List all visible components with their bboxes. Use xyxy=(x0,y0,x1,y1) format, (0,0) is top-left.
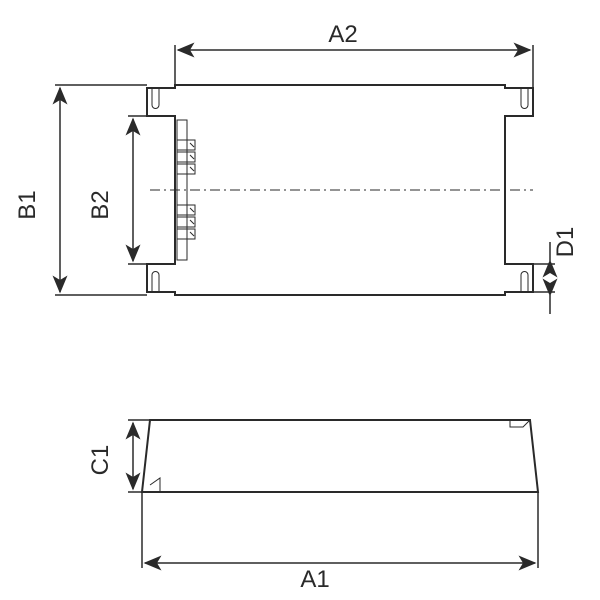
dimension-A1: A1 xyxy=(142,492,538,593)
dimension-drawing: A2 B1 B2 D1 C1 A1 xyxy=(0,0,600,600)
top-view xyxy=(147,85,533,295)
dimension-C1: C1 xyxy=(87,420,150,492)
label-C1: C1 xyxy=(87,445,114,476)
label-D1: D1 xyxy=(552,227,579,258)
side-view xyxy=(142,420,538,492)
dimension-B2: B2 xyxy=(87,116,175,264)
label-B2: B2 xyxy=(87,190,114,219)
label-A2: A2 xyxy=(328,21,357,48)
dimension-A2: A2 xyxy=(175,21,533,88)
label-B1: B1 xyxy=(14,190,41,219)
dimension-D1: D1 xyxy=(533,227,579,314)
dimension-B1: B1 xyxy=(14,85,147,295)
label-A1: A1 xyxy=(300,566,329,593)
